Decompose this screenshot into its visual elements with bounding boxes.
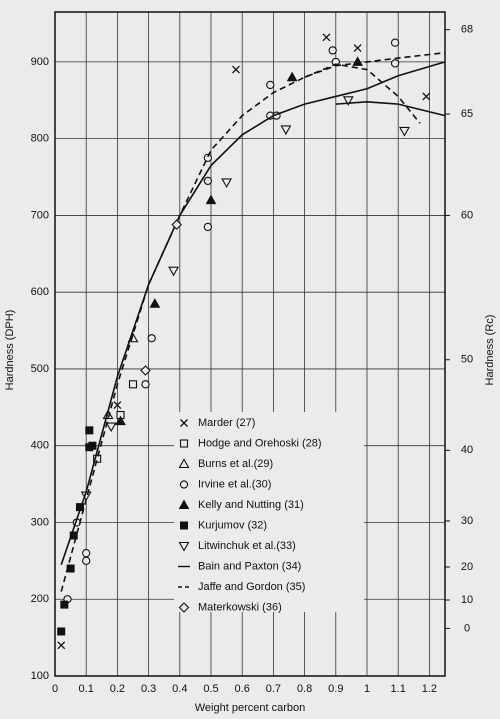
point [203,222,213,232]
point [328,46,337,55]
point [93,454,102,463]
x-tick-label: 0.2 [110,683,125,695]
point [203,176,213,186]
x-axis-label: Weight percent carbon [195,702,305,714]
line [60,51,446,592]
point [128,380,138,389]
point [232,65,240,74]
point [390,59,400,68]
y-tick-label: 700 [31,209,49,221]
x-tick-label: 0.3 [141,683,156,695]
point [171,219,182,230]
legend-label: Marder (27) [198,417,255,429]
y-tick-label: 300 [31,516,49,528]
point [141,380,150,389]
point [57,641,66,650]
line [60,61,446,565]
x-tick-label: 1.2 [422,683,437,695]
y2-axis-label: Hardness (Rc) [484,315,496,386]
point [88,441,97,450]
point [113,401,122,409]
y2-tick-label: 68 [461,24,473,36]
y2-tick-label: 20 [461,561,473,573]
point [353,44,362,53]
y2-tick-label: 10 [461,594,473,606]
legend: Marder (27) Hodge and Orehoski (28) Burns … [174,412,364,613]
point [280,125,292,136]
y2-tick-label: 50 [461,354,473,366]
x-tick-label: 0.6 [235,683,250,695]
legend-swatch [180,521,188,530]
legend-swatch [178,499,190,509]
legend-label: Kelly and Nutting (31) [198,499,304,511]
point [115,415,126,426]
x-tick-label: 0.4 [172,683,187,695]
point [140,365,151,376]
point [85,426,94,435]
x-tick-label: 0.1 [79,683,94,695]
legend-swatch [178,541,190,552]
legend-swatch [178,602,190,613]
point [390,38,400,47]
y-tick-label: 100 [31,670,49,682]
legend-swatch [179,439,189,448]
point [105,422,117,433]
x-tick-label: 0.5 [203,683,218,695]
y-axis-label: Hardness (DPH) [4,310,16,391]
line [304,63,421,124]
legend-swatch [178,458,190,469]
y-tick-label: 500 [31,363,49,375]
legend-label: Irvine et al.(30) [198,478,271,490]
point [342,96,354,106]
x-tick-label: 1 [364,683,370,695]
y-tick-label: 800 [31,133,49,145]
legend-swatch [180,419,188,427]
legend-swatch [179,480,189,489]
point [205,194,217,205]
legend-label: Kurjumov (32) [198,519,267,531]
point [422,92,431,101]
x-tick-label: 0.9 [328,683,343,695]
y2-tick-label: 65 [461,108,473,120]
x-tick-label: 0 [52,683,58,695]
point [221,178,233,189]
point [147,334,156,343]
legend-label: Jaffe and Gordon (35) [198,581,305,593]
point [82,556,91,566]
line [335,101,446,117]
x-tick-label: 1.1 [391,683,406,695]
x-tick-label: 0.7 [266,683,281,695]
point [286,71,298,82]
point [149,298,161,308]
x-tick-label: 0.8 [297,683,312,695]
y2-tick-label: 40 [461,444,473,456]
point [398,126,410,137]
point [203,153,213,162]
legend-label: Materkowski (36) [198,601,282,613]
legend-label: Bain and Paxton (34) [198,560,301,572]
point [168,266,180,277]
point [266,80,275,90]
y2-tick-label: 60 [461,209,473,221]
point [57,627,66,636]
y-tick-label: 600 [31,286,49,298]
legend-label: Hodge and Orehoski (28) [198,437,322,449]
point [82,549,91,558]
y2-tick-label: 0 [464,622,470,634]
y2-tick-label: 30 [461,515,473,527]
legend-box [174,412,364,612]
point [60,600,69,609]
point [322,33,331,42]
y-tick-label: 900 [31,56,49,68]
legend-label: Burns et al.(29) [198,458,273,470]
point [69,531,78,540]
y-tick-label: 200 [31,593,49,605]
y-tick-label: 400 [31,440,49,452]
legend-label: Litwinchuk et al.(33) [198,540,296,552]
plot-frame [54,11,446,677]
